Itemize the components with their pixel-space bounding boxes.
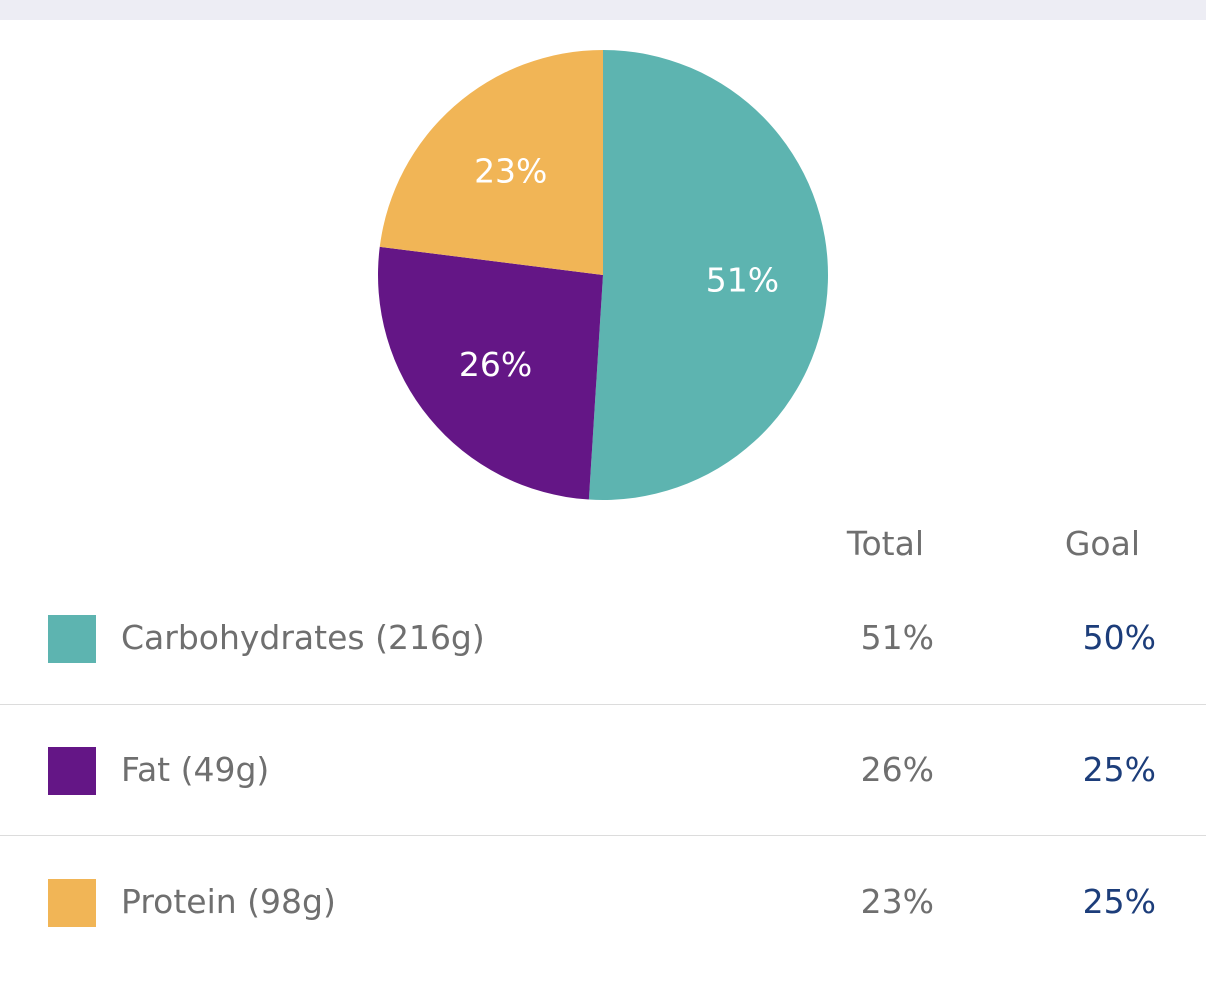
- total-column-header: Total: [846, 524, 924, 563]
- pie-slice-fat: [378, 246, 603, 500]
- carbohydrates-swatch: [48, 615, 96, 663]
- table-row-protein: Protein (98g) 23% 25%: [0, 836, 1206, 967]
- protein-total: 23%: [860, 882, 934, 921]
- pie-slice-carbohydrates: [588, 50, 829, 500]
- table-row-fat: Fat (49g) 26% 25%: [0, 705, 1206, 836]
- table-row-carbohydrates: Carbohydrates (216g) 51% 50%: [0, 574, 1206, 705]
- goal-column-header: Goal: [1064, 524, 1140, 563]
- fat-goal: 25%: [1082, 750, 1156, 789]
- macro-pie-chart: 51% 26% 23%: [0, 20, 1206, 520]
- fat-swatch: [48, 747, 96, 795]
- pie-label-fat: 26%: [459, 345, 532, 384]
- pie-slice-protein: [379, 50, 603, 275]
- top-band: [0, 0, 1206, 20]
- pie-svg: 51% 26% 23%: [378, 50, 829, 500]
- carbohydrates-total: 51%: [860, 618, 934, 657]
- carbohydrates-goal: 50%: [1082, 618, 1156, 657]
- protein-goal: 25%: [1082, 882, 1156, 921]
- protein-label: Protein (98g): [121, 882, 336, 921]
- carbohydrates-label: Carbohydrates (216g): [121, 618, 485, 657]
- protein-swatch: [48, 879, 96, 927]
- pie-label-carbohydrates: 51%: [706, 260, 779, 299]
- fat-total: 26%: [860, 750, 934, 789]
- fat-label: Fat (49g): [121, 750, 270, 789]
- pie-label-protein: 23%: [474, 151, 547, 190]
